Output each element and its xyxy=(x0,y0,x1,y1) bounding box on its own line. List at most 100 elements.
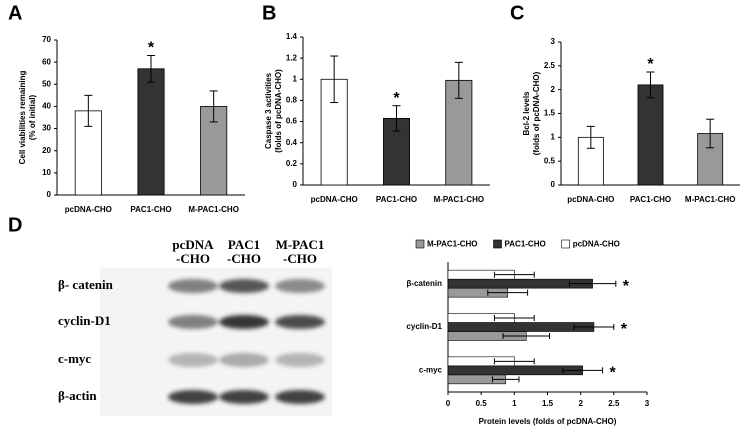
error-bar xyxy=(493,315,535,321)
significance-mark: * xyxy=(647,56,654,73)
error-bar xyxy=(84,94,93,127)
blot-band xyxy=(168,315,218,329)
blot-band xyxy=(168,279,218,293)
x-tick-label: pcDNA-CHO xyxy=(567,195,614,204)
legend-swatch xyxy=(561,239,571,249)
x-axis-label: Protein levels (folds of pcDNA-CHO) xyxy=(479,417,617,426)
error-bar xyxy=(646,71,655,99)
legend-label: pcDNA-CHO xyxy=(573,240,620,249)
blot-column-label: pcDNA xyxy=(172,237,214,252)
y-tick-label: 0.6 xyxy=(286,117,298,126)
error-bar xyxy=(573,324,615,330)
blot-row-label: c-myc xyxy=(58,351,91,366)
blot-column-label: PAC1 xyxy=(228,237,260,252)
y-tick-label: 1.2 xyxy=(286,53,298,62)
x-tick-label: M-PAC1-CHO xyxy=(188,205,239,214)
bar xyxy=(74,110,102,196)
error-bar xyxy=(493,271,535,278)
blot-band xyxy=(219,390,269,404)
panel-letter: B xyxy=(262,2,276,24)
x-tick-label: 3 xyxy=(645,399,650,408)
blot-row-label: β-actin xyxy=(58,388,97,403)
x-tick-label: PAC1-CHO xyxy=(376,195,417,204)
x-tick-label: 0 xyxy=(446,399,451,408)
x-tick-label: M-PAC1-CHO xyxy=(685,195,736,204)
error-bar xyxy=(330,55,339,104)
blot-band xyxy=(275,279,325,293)
bar xyxy=(637,84,664,186)
y-tick-label: 2.5 xyxy=(544,61,556,70)
panel-letter: A xyxy=(8,2,22,24)
error-bar xyxy=(147,55,155,83)
blot-row-label: β- catenin xyxy=(58,277,114,292)
significance-mark: * xyxy=(621,321,628,338)
x-tick-label: PAC1-CHO xyxy=(630,195,671,204)
error-bar xyxy=(568,280,617,287)
blot-band xyxy=(168,390,218,404)
blot-column-label: -CHO xyxy=(227,251,261,266)
error-bar xyxy=(491,376,520,383)
bar xyxy=(137,68,165,196)
x-tick-label: 0.5 xyxy=(476,399,488,408)
blot-band xyxy=(275,315,325,329)
y-tick-label: 1.5 xyxy=(544,109,556,118)
y-tick-label: 60 xyxy=(42,57,51,66)
significance-mark: * xyxy=(623,278,630,295)
y-tick-label: cyclin-D1 xyxy=(406,322,442,331)
y-tick-label: 1.4 xyxy=(286,32,298,41)
y-tick-label: 1 xyxy=(293,74,298,83)
blot-column-label: M-PAC1 xyxy=(276,237,325,252)
significance-mark: * xyxy=(609,365,616,382)
y-axis-label: Bcl-2 levels xyxy=(522,91,531,136)
blot-band xyxy=(219,279,269,293)
legend-swatch xyxy=(493,239,502,249)
blot-column-label: -CHO xyxy=(176,251,210,266)
y-tick-label: 40 xyxy=(42,102,51,111)
x-tick-label: pcDNA-CHO xyxy=(311,195,358,204)
y-axis-label: Cell viabilities remaining xyxy=(18,70,27,164)
y-tick-label: 3 xyxy=(551,37,556,46)
y-axis-label: (folds of pcDNA-CHO) xyxy=(274,69,283,153)
x-tick-label: 2 xyxy=(578,399,583,408)
y-tick-label: 70 xyxy=(42,35,51,44)
panel-letter: D xyxy=(8,214,22,236)
blot-band xyxy=(275,353,325,367)
x-tick-label: 1.5 xyxy=(542,399,554,408)
y-axis-label: Caspase 3 activities xyxy=(264,72,273,149)
error-bar xyxy=(706,118,715,149)
y-tick-label: 0.8 xyxy=(286,96,298,105)
y-tick-label: 20 xyxy=(42,146,51,155)
x-tick-label: 1 xyxy=(512,399,517,408)
y-tick-label: c-myc xyxy=(419,365,443,374)
legend-label: M-PAC1-CHO xyxy=(427,240,478,249)
y-tick-label: 2 xyxy=(551,85,556,94)
panel-letter: C xyxy=(510,2,524,24)
blot-row-label: cyclin-D1 xyxy=(58,313,111,328)
y-tick-label: 0 xyxy=(293,180,298,189)
legend-label: PAC1-CHO xyxy=(505,240,546,249)
y-axis-label: (% of initial) xyxy=(28,95,37,141)
y-tick-label: 10 xyxy=(42,168,51,177)
x-tick-label: pcDNA-CHO xyxy=(65,205,112,214)
y-tick-label: 50 xyxy=(42,79,51,88)
error-bar xyxy=(454,61,463,99)
blot-column-label: -CHO xyxy=(283,251,317,266)
y-tick-label: 1 xyxy=(551,132,556,141)
error-bar xyxy=(493,358,535,365)
legend-swatch xyxy=(415,239,425,249)
significance-mark: * xyxy=(393,90,400,107)
y-tick-label: 0.2 xyxy=(286,159,298,168)
x-tick-label: PAC1-CHO xyxy=(130,205,171,214)
error-bar xyxy=(209,90,218,123)
y-tick-label: 0 xyxy=(551,180,556,189)
y-axis-label: (folds of pcDNA-CHO) xyxy=(532,71,541,155)
significance-mark: * xyxy=(148,40,155,57)
blot-band xyxy=(219,315,269,329)
error-bar xyxy=(562,367,604,374)
blot-band xyxy=(275,390,325,404)
x-tick-label: 2.5 xyxy=(608,399,620,408)
y-tick-label: 0 xyxy=(47,190,52,199)
x-tick-label: M-PAC1-CHO xyxy=(434,195,485,204)
y-tick-label: 0.5 xyxy=(544,156,556,165)
